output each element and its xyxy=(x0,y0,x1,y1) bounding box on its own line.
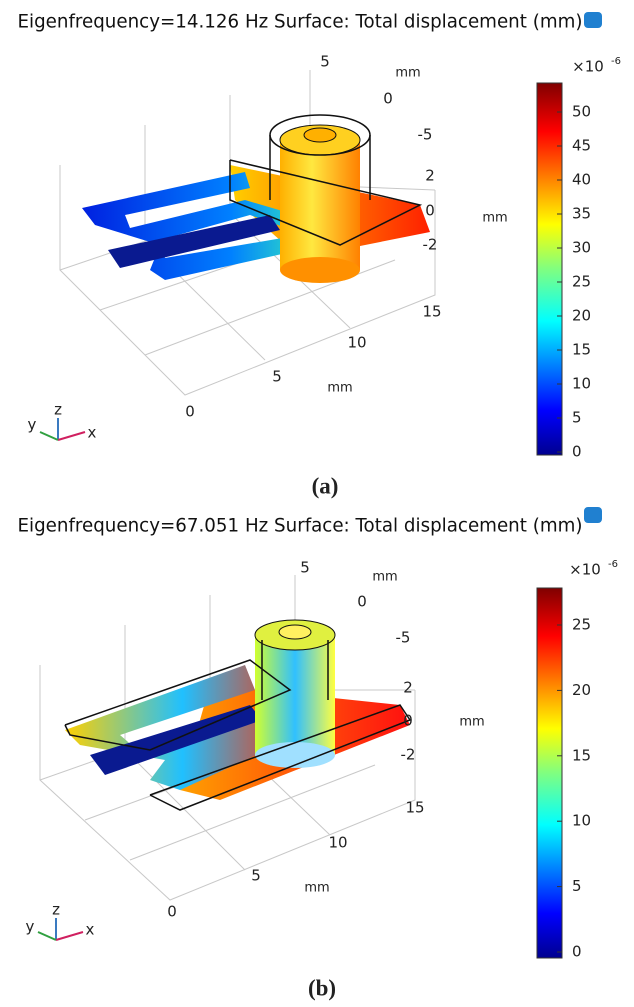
colorbar-tick-label: 30 xyxy=(572,239,591,257)
z-axis-unit: mm xyxy=(459,715,484,730)
y-tick-label: 0 xyxy=(357,593,367,611)
y-tick-label: 0 xyxy=(383,90,393,108)
triad-label: y xyxy=(28,416,37,434)
colorbar-tick-label: 10 xyxy=(572,375,591,393)
colorbar-tick-label: 5 xyxy=(572,877,582,895)
colorbar-exponent: -6 xyxy=(608,559,618,570)
triad-b xyxy=(38,918,83,940)
colorbar-tick-label: 40 xyxy=(572,171,591,189)
y-axis-unit: mm xyxy=(372,570,397,585)
colorbar-tick-label: 0 xyxy=(572,943,582,961)
z-tick-label: -2 xyxy=(423,236,438,254)
y-axis-unit: mm xyxy=(395,66,420,81)
x-tick-label: 5 xyxy=(251,867,261,885)
caption: (b) xyxy=(308,975,336,1000)
panel-a-scene xyxy=(60,70,435,395)
figure: Eigenfrequency=14.126 Hz Surface: Total … xyxy=(0,0,634,1007)
z-tick-label: -2 xyxy=(401,746,416,764)
x-tick-label: 15 xyxy=(405,799,424,817)
triad-label: y xyxy=(26,918,35,936)
triad-label: z xyxy=(52,901,60,919)
colorbar-multiplier: ×10 xyxy=(572,58,604,76)
z-axis-unit: mm xyxy=(482,211,507,226)
caption: (a) xyxy=(312,473,339,498)
z-tick-label: 0 xyxy=(425,202,435,220)
z-tick-label: 2 xyxy=(425,167,435,185)
triad-a xyxy=(40,418,85,440)
colorbar-tick-label: 10 xyxy=(572,812,591,830)
z-tick-label: 0 xyxy=(403,712,413,730)
x-tick-label: 10 xyxy=(328,834,347,852)
colorbar-tick-label: 25 xyxy=(572,616,591,634)
triad-label: x xyxy=(86,921,95,939)
z-tick-label: 2 xyxy=(403,679,413,697)
colorbar-tick-label: 20 xyxy=(572,681,591,699)
y-tick-label: -5 xyxy=(418,126,433,144)
y-tick-label: -5 xyxy=(396,629,411,647)
colorbar-tick-label: 0 xyxy=(572,443,582,461)
x-tick-label: 15 xyxy=(422,303,441,321)
colorbar-tick-label: 15 xyxy=(572,341,591,359)
colorbar-tick-label: 5 xyxy=(572,409,582,427)
triad-label: z xyxy=(54,401,62,419)
colorbar xyxy=(537,83,562,455)
panel-title: Eigenfrequency=14.126 Hz Surface: Total … xyxy=(18,11,583,33)
colorbar xyxy=(537,588,562,958)
colorbar-tick-label: 50 xyxy=(572,103,591,121)
x-tick-label: 0 xyxy=(167,903,177,921)
x-tick-label: 5 xyxy=(272,368,282,386)
icon xyxy=(584,507,602,523)
colorbar-tick-label: 45 xyxy=(572,137,591,155)
colorbar-tick-label: 20 xyxy=(572,307,591,325)
panel-b-scene xyxy=(40,575,415,900)
y-tick-label: 5 xyxy=(300,559,310,577)
triad-label: x xyxy=(88,424,97,442)
colorbar-tick-label: 15 xyxy=(572,746,591,764)
y-tick-label: 5 xyxy=(320,53,330,71)
colorbar-exponent: -6 xyxy=(611,56,621,67)
colorbar-tick-label: 25 xyxy=(572,273,591,291)
x-tick-label: 0 xyxy=(185,403,195,421)
x-tick-label: 10 xyxy=(347,334,366,352)
panel-title: Eigenfrequency=67.051 Hz Surface: Total … xyxy=(18,515,583,537)
x-axis-unit: mm xyxy=(304,881,329,896)
icon xyxy=(584,12,602,28)
x-axis-unit: mm xyxy=(327,381,352,396)
colorbar-tick-label: 35 xyxy=(572,205,591,223)
colorbar-multiplier: ×10 xyxy=(569,561,601,579)
